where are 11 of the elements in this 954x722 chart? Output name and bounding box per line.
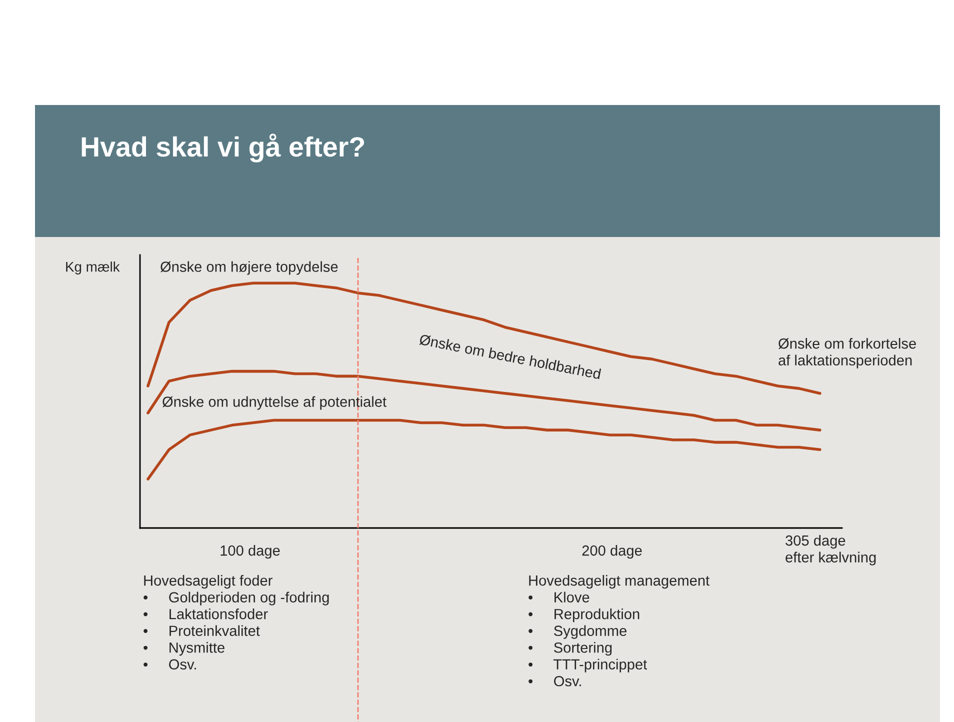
text: Hovedsageligt management • Klove • Reproduktion • Sygdomme • Sortering • TTT-princippet • Osv.	[528, 575, 710, 686]
chart-title: Hvad skal vi gå efter?	[82, 134, 364, 162]
text: 100 dage	[220, 545, 280, 559]
annotation: Ønske om udnyttelse af potentialet	[162, 396, 386, 410]
text: 305 dage efter kælvning	[786, 535, 876, 566]
y-axis-title: Kg mælk	[66, 262, 120, 274]
text: Hovedsageligt foder • Goldperioden og -fodring • Laktationsfoder • Proteinkvalitet • Nysmitte • Osv.	[144, 575, 329, 670]
text: 200 dage	[582, 545, 642, 559]
annotation: Ønske om bedre holdbarhed	[418, 334, 602, 380]
text: Ønske om højere topydelse	[160, 261, 338, 275]
annotation: Ønske om forkortelse af laktationsperioden	[778, 338, 916, 368]
